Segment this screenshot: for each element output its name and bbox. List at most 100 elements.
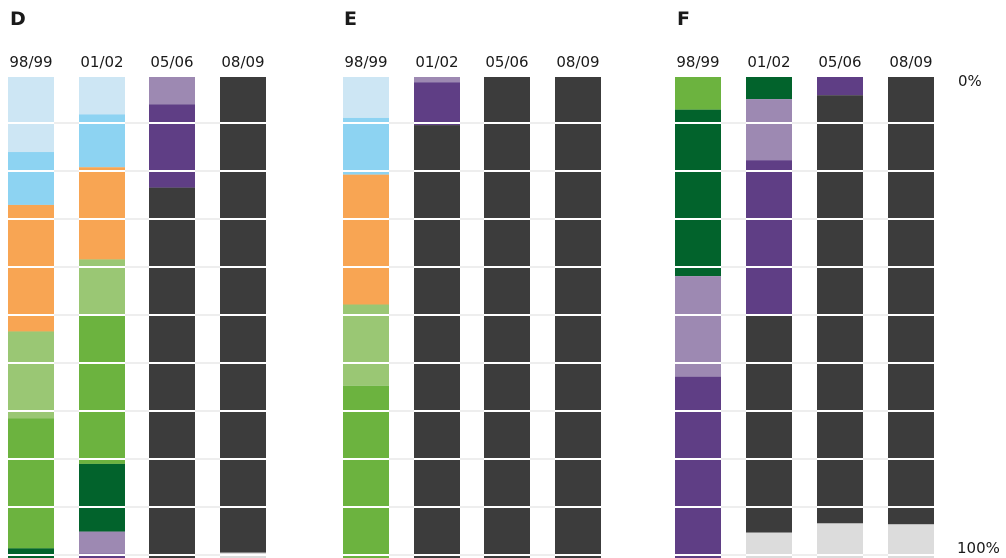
- panel-f-bar-05-06-segment-purple: [817, 77, 863, 96]
- panel-d-bar-05-06-separator: [149, 170, 195, 172]
- panel-d-bar-01-02-separator: [79, 458, 125, 460]
- panel-d-bar-01-02-separator: [79, 506, 125, 508]
- panel-f-bar-98-99-separator: [675, 218, 721, 220]
- panel-f-bar-01-02-segment-purple: [746, 160, 792, 315]
- panel-d-bar-01-02-segment-light-green: [79, 259, 125, 315]
- panel-e-bar-05-06-separator: [484, 554, 530, 556]
- panel-d-bar-08-09-separator: [220, 506, 266, 508]
- panel-e-bar-98-99-separator: [343, 362, 389, 364]
- panel-f-bar-08-09-separator: [888, 458, 934, 460]
- panel-e-bar-05-06-segment-dark-gray: [484, 77, 530, 558]
- panel-d-bar-08-09-label: 08/09: [221, 53, 264, 71]
- panel-d-bar-08-09-separator: [220, 314, 266, 316]
- panel-f-bar-01-02-segment-dark-green: [746, 77, 792, 100]
- panel-e-bar-08-09-separator: [555, 410, 601, 412]
- panel-d-bar-98-99-segment-orange: [8, 204, 54, 332]
- panel-f-bar-01-02-separator: [746, 218, 792, 220]
- panel-f-bar-05-06-separator: [817, 458, 863, 460]
- panel-f-bar-08-09-separator: [888, 410, 934, 412]
- panel-f-bar-98-99-separator: [675, 554, 721, 556]
- panel-e-bar-01-02-separator: [414, 122, 460, 124]
- panel-f-bar-01-02-separator: [746, 458, 792, 460]
- panel-f-bar-01-02-separator: [746, 170, 792, 172]
- panel-f-bar-05-06-separator: [817, 554, 863, 556]
- panel-f-title: F: [677, 8, 690, 30]
- panel-d-bar-05-06-label: 05/06: [150, 53, 193, 71]
- panel-e-bar-98-99-segment-orange: [343, 174, 389, 305]
- panel-e-bar-01-02-segment-purple: [414, 82, 460, 126]
- panel-d-bar-98-99-separator: [8, 218, 54, 220]
- panel-e-bar-05-06-separator: [484, 218, 530, 220]
- panel-f-bar-08-09-separator: [888, 122, 934, 124]
- panel-d-bar-05-06-segment-dark-gray: [149, 187, 195, 558]
- panel-e-bar-98-99-separator: [343, 314, 389, 316]
- panel-e-bar-98-99-separator: [343, 170, 389, 172]
- panel-d-bar-05-06-separator: [149, 554, 195, 556]
- panel-e-bar-08-09-separator: [555, 458, 601, 460]
- panel-f-bar-05-06-segment-light-gray: [817, 523, 863, 558]
- panel-d-bar-05-06-separator: [149, 266, 195, 268]
- panel-e-bar-98-99-separator: [343, 410, 389, 412]
- panel-d-bar-08-09-separator: [220, 170, 266, 172]
- panel-d-bar-98-99-separator: [8, 410, 54, 412]
- panel-f-bar-01-02-label: 01/02: [747, 53, 790, 71]
- panel-f-bar-98-99-separator: [675, 362, 721, 364]
- panel-e-bar-01-02-separator: [414, 410, 460, 412]
- panel-d-bar-05-06-separator: [149, 122, 195, 124]
- panel-f-bar-98-99-segment-green: [675, 77, 721, 110]
- panel-f-bar-01-02-segment-light-purple: [746, 99, 792, 161]
- panel-e-bar-01-02-label: 01/02: [415, 53, 458, 71]
- panel-e-bar-08-09-separator: [555, 218, 601, 220]
- panel-e-bar-05-06-separator: [484, 314, 530, 316]
- panel-e-bar-98-99-segment-light-green: [343, 304, 389, 386]
- panel-d-bar-01-02-separator: [79, 122, 125, 124]
- panel-e-bar-05-06-separator: [484, 266, 530, 268]
- panel-f-bar-01-02-segment-dark-gray: [746, 314, 792, 533]
- panel-f-bar-98-99-separator: [675, 314, 721, 316]
- panel-e: E 98/99 01/02 05/06 08/09: [343, 8, 601, 558]
- panel-d-bar-98-99-separator: [8, 458, 54, 460]
- panel-e-bar-05-06-separator: [484, 170, 530, 172]
- panel-e-bar-98-99-label: 98/99: [344, 53, 387, 71]
- panel-e-bar-05-06-separator: [484, 362, 530, 364]
- panel-f-bar-08-09-label: 08/09: [889, 53, 932, 71]
- panel-e-bar-01-02-separator: [414, 362, 460, 364]
- panel-f-bar-05-06-separator: [817, 218, 863, 220]
- panel-f-bar-05-06-separator: [817, 506, 863, 508]
- panel-e-bar-01-02-separator: [414, 170, 460, 172]
- panel-d-bar-01-02-separator: [79, 314, 125, 316]
- panel-d-bar-01-02-segment-light-purple: [79, 531, 125, 554]
- panel-d-title: D: [10, 8, 26, 30]
- panel-d-bar-08-09-separator: [220, 122, 266, 124]
- panel-f-bar-05-06-separator: [817, 410, 863, 412]
- panel-d-bar-08-09-separator: [220, 218, 266, 220]
- scale-label-bottom: 100%: [957, 539, 1000, 557]
- panel-d-bar-01-02-segment-dark-green: [79, 463, 125, 532]
- panel-f-bar-98-99-label: 98/99: [676, 53, 719, 71]
- panel-d-bar-08-09-separator: [220, 554, 266, 556]
- panel-e-bar-01-02-separator: [414, 506, 460, 508]
- panel-f-bar-98-99-separator: [675, 410, 721, 412]
- panel-e-bar-98-99-separator: [343, 506, 389, 508]
- panel-f-bar-98-99-segment-light-purple: [675, 276, 721, 377]
- panel-e-bar-98-99-separator: [343, 266, 389, 268]
- panel-f-bar-01-02-separator: [746, 506, 792, 508]
- panel-f-bar-08-09-separator: [888, 170, 934, 172]
- panel-d-bar-01-02-separator: [79, 554, 125, 556]
- panel-e-bar-98-99-segment-pale-blue: [343, 77, 389, 118]
- panel-e-bar-01-02-separator: [414, 314, 460, 316]
- panel-f-bar-08-09-separator: [888, 314, 934, 316]
- panel-f-bar-98-99-separator: [675, 122, 721, 124]
- panel-e-bar-01-02-segment-dark-gray: [414, 125, 460, 558]
- panel-d-bar-98-99-separator: [8, 170, 54, 172]
- panel-d-bar-05-06-separator: [149, 218, 195, 220]
- panel-d-bar-98-99-segment-green: [8, 418, 54, 549]
- panel-d-bar-98-99-segment-pale-blue: [8, 77, 54, 153]
- panel-d-bar-01-02-segment-green: [79, 314, 125, 464]
- panel-d-bar-01-02-separator: [79, 410, 125, 412]
- panel-d-bar-01-02-separator: [79, 266, 125, 268]
- panel-e-bar-98-99-separator: [343, 122, 389, 124]
- panel-d-bar-01-02-separator: [79, 218, 125, 220]
- panel-f-bar-01-02-segment-light-gray: [746, 532, 792, 558]
